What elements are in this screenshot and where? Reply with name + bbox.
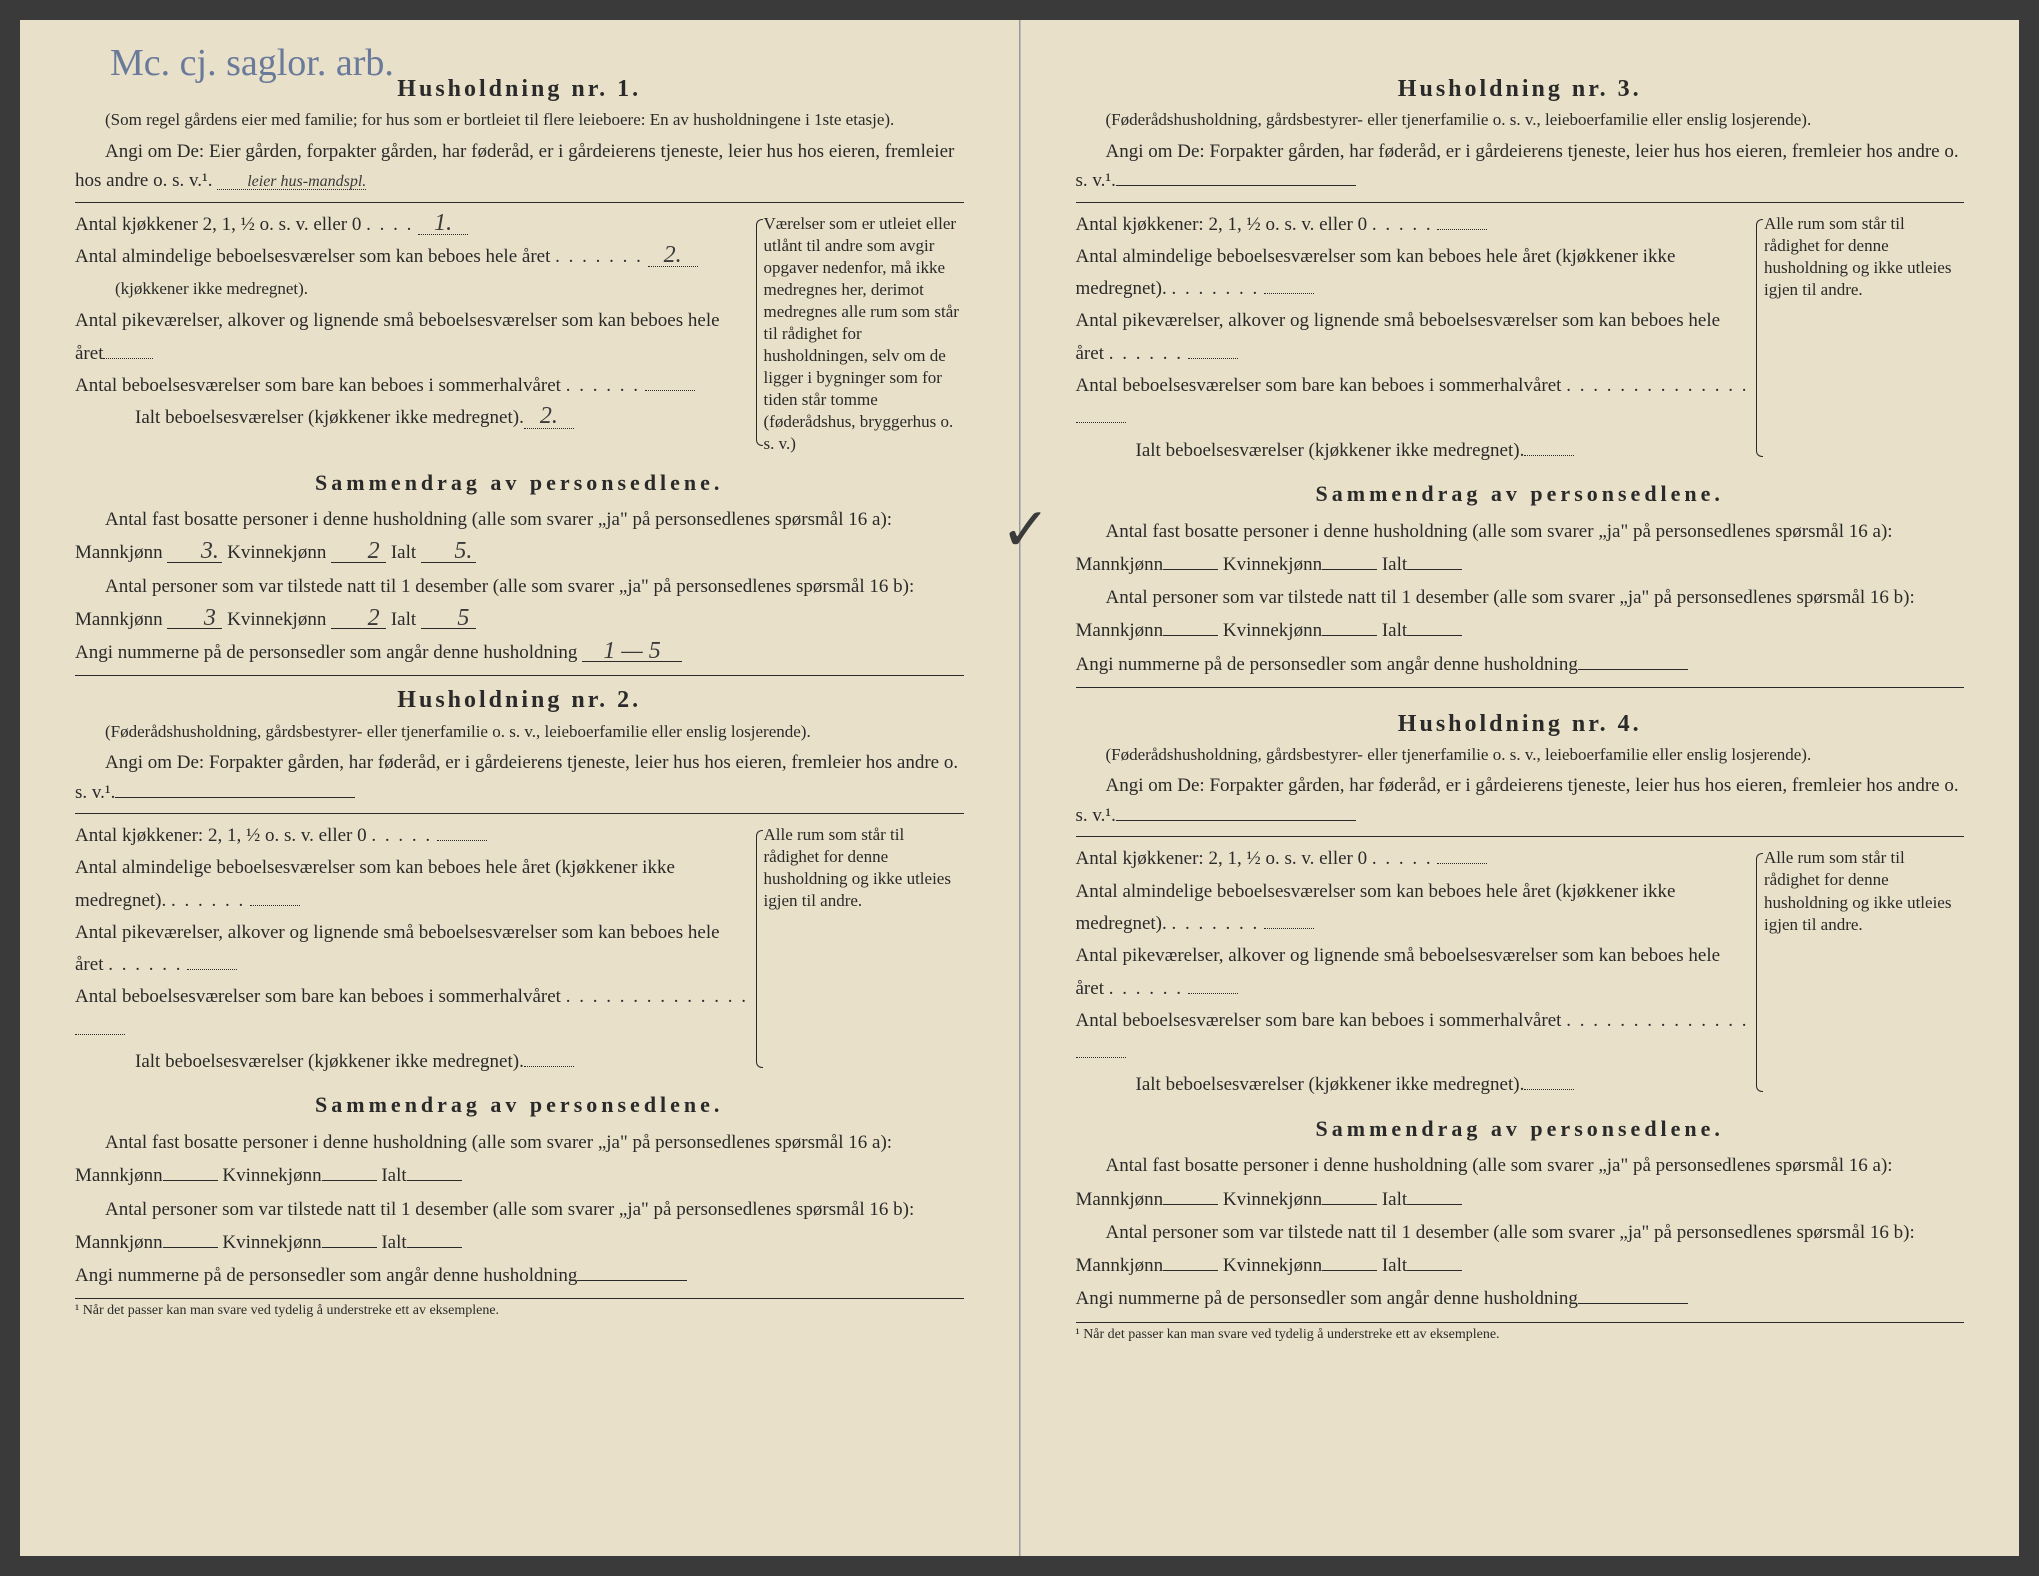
hh1-side-note: Værelser som er utleiet eller utlånt til… [764,209,964,456]
right-page: ✓ Husholdning nr. 3. (Føderådshusholdnin… [1020,20,2020,1556]
hh2-angi: Angi om De: Forpakter gården, har føderå… [75,748,964,807]
checkmark-icon: ✓ [1001,490,1051,571]
q-rooms: Antal almindelige beboelsesværelser som … [75,241,752,306]
hh4-questions: Antal kjøkkener: 2, 1, ½ o. s. v. eller … [1076,843,1753,1101]
divider [1076,836,1965,837]
hh1-sammendrag-title: Sammendrag av personsedlene. [75,468,964,498]
hh1-questions: Antal kjøkkener 2, 1, ½ o. s. v. eller 0… [75,209,752,456]
left-page: Mc. cj. saglor. arb. Husholdning nr. 1. … [20,20,1020,1556]
hh2-subtitle: (Føderådshusholdning, gårdsbestyrer- ell… [75,721,964,742]
a-kitchen: 1. [418,213,468,236]
hh1-nummer: Angi nummerne på de personsedler som ang… [75,636,964,669]
footnote-right: ¹ Når det passer kan man svare ved tydel… [1076,1322,1965,1345]
hh3-sammendrag-title: Sammendrag av personsedlene. [1076,479,1965,509]
q-summer: Antal beboelsesværelser som bare kan beb… [75,981,752,1046]
divider [1076,202,1965,203]
a-pike [103,358,153,359]
hh2-body: Antal kjøkkener: 2, 1, ½ o. s. v. eller … [75,820,964,1078]
q-rooms: Antal almindelige beboelsesværelser som … [1076,876,1753,941]
hh4-side-note: Alle rum som står til rådighet for denne… [1764,843,1964,1101]
document-spread: Mc. cj. saglor. arb. Husholdning nr. 1. … [20,20,2019,1556]
divider [75,675,964,676]
hh2-questions: Antal kjøkkener: 2, 1, ½ o. s. v. eller … [75,820,752,1078]
a-rooms: 2. [648,245,698,268]
hh4-body: Antal kjøkkener: 2, 1, ½ o. s. v. eller … [1076,843,1965,1101]
q-total: Ialt beboelsesværelser (kjøkkener ikke m… [1076,1069,1753,1101]
hh4-16b: Antal personer som var tilstede natt til… [1076,1216,1965,1283]
footnote-left: ¹ Når det passer kan man svare ved tydel… [75,1298,964,1321]
q-rooms: Antal almindelige beboelsesværelser som … [75,852,752,917]
a-total: 2. [524,406,574,429]
hh3-angi: Angi om De: Forpakter gården, har føderå… [1076,137,1965,196]
hh1-16a: Antal fast bosatte personer i denne hush… [75,503,964,570]
hh1-body: Antal kjøkkener 2, 1, ½ o. s. v. eller 0… [75,209,964,456]
q-total: Ialt beboelsesværelser (kjøkkener ikke m… [1076,435,1753,467]
hh2-sammendrag-title: Sammendrag av personsedlene. [75,1090,964,1120]
q-total: Ialt beboelsesværelser (kjøkkener ikke m… [75,402,752,434]
hh1-angi-fill: leier hus-mandspl. [217,175,366,190]
hh3-subtitle: (Føderådshusholdning, gårdsbestyrer- ell… [1076,109,1965,130]
hh1-subtitle: (Som regel gårdens eier med familie; for… [75,109,964,130]
hh2-nummer: Angi nummerne på de personsedler som ang… [75,1259,964,1292]
q-kitchen: Antal kjøkkener 2, 1, ½ o. s. v. eller 0… [75,209,752,241]
hh1-16b: Antal personer som var tilstede natt til… [75,570,964,637]
q-rooms: Antal almindelige beboelsesværelser som … [1076,241,1753,306]
q-total: Ialt beboelsesværelser (kjøkkener ikke m… [75,1046,752,1078]
hh3-nummer: Angi nummerne på de personsedler som ang… [1076,648,1965,681]
q-pike: Antal pikeværelser, alkover og lignende … [75,305,752,370]
divider [75,202,964,203]
hh4-sammendrag-title: Sammendrag av personsedlene. [1076,1114,1965,1144]
hh4-title: Husholdning nr. 4. [1076,708,1965,740]
hh3-title: Husholdning nr. 3. [1076,73,1965,105]
q-summer: Antal beboelsesværelser som bare kan beb… [1076,1005,1753,1070]
q-pike: Antal pikeværelser, alkover og lignende … [1076,940,1753,1005]
hh2-side-note: Alle rum som står til rådighet for denne… [764,820,964,1078]
q-summer: Antal beboelsesværelser som bare kan beb… [1076,370,1753,435]
hh3-side-note: Alle rum som står til rådighet for denne… [1764,209,1964,467]
handwritten-annotation: Mc. cj. saglor. arb. [110,38,394,89]
hh2-16a: Antal fast bosatte personer i denne hush… [75,1126,964,1193]
q-summer: Antal beboelsesværelser som bare kan beb… [75,370,752,402]
hh2-16b: Antal personer som var tilstede natt til… [75,1193,964,1260]
hh1-angi: Angi om De: Eier gården, forpakter gårde… [75,137,964,196]
hh3-16b: Antal personer som var tilstede natt til… [1076,581,1965,648]
hh3-16a: Antal fast bosatte personer i denne hush… [1076,515,1965,582]
divider [1076,687,1965,688]
q-kitchen: Antal kjøkkener: 2, 1, ½ o. s. v. eller … [1076,843,1753,875]
hh4-16a: Antal fast bosatte personer i denne hush… [1076,1149,1965,1216]
hh4-nummer: Angi nummerne på de personsedler som ang… [1076,1282,1965,1315]
a-summer [645,390,695,391]
q-kitchen: Antal kjøkkener: 2, 1, ½ o. s. v. eller … [75,820,752,852]
hh2-title: Husholdning nr. 2. [75,684,964,716]
hh3-body: Antal kjøkkener: 2, 1, ½ o. s. v. eller … [1076,209,1965,467]
q-pike: Antal pikeværelser, alkover og lignende … [75,917,752,982]
divider [75,813,964,814]
hh4-subtitle: (Føderådshusholdning, gårdsbestyrer- ell… [1076,744,1965,765]
hh4-angi: Angi om De: Forpakter gården, har føderå… [1076,771,1965,830]
hh3-questions: Antal kjøkkener: 2, 1, ½ o. s. v. eller … [1076,209,1753,467]
q-kitchen: Antal kjøkkener: 2, 1, ½ o. s. v. eller … [1076,209,1753,241]
q-pike: Antal pikeværelser, alkover og lignende … [1076,305,1753,370]
